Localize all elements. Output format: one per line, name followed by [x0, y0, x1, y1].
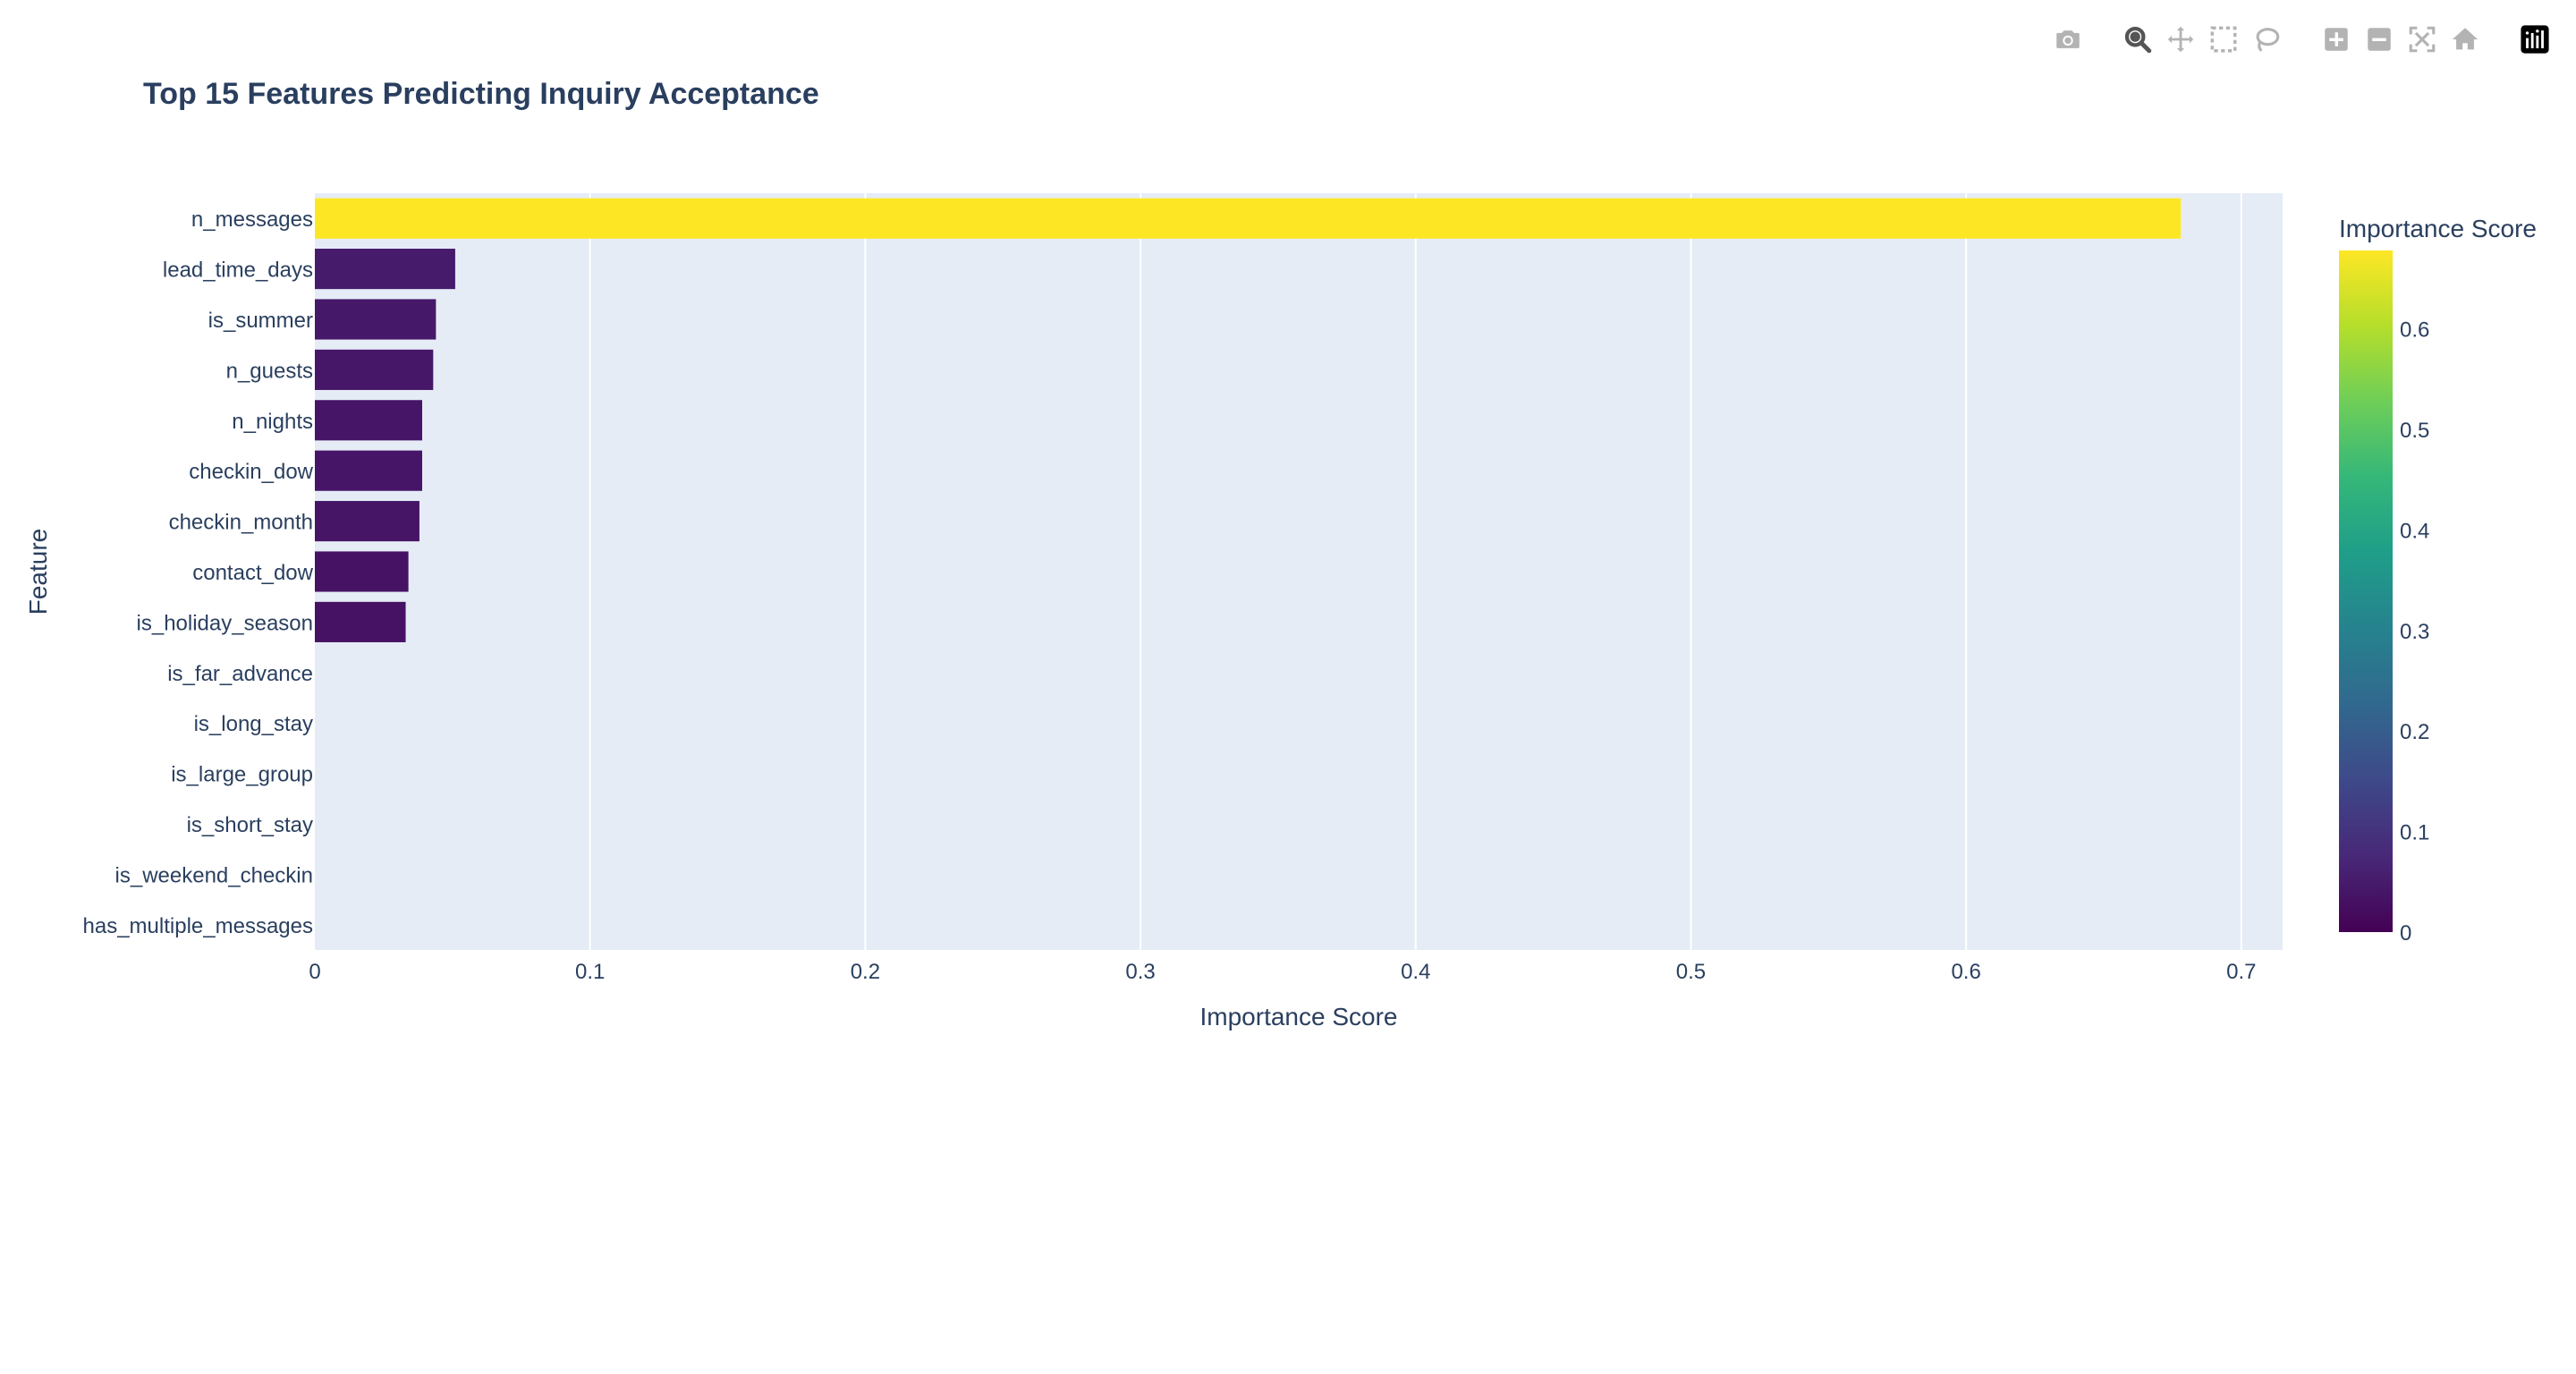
- y-tick-labels: n_messages lead_time_days is_summer n_guest…: [83, 208, 314, 938]
- x-gridlines: [589, 193, 2242, 950]
- lasso-select-button[interactable]: [2245, 20, 2288, 59]
- colorbar-tick-labels: 0 0.1 0.2 0.3 0.4 0.5 0.6: [2400, 318, 2429, 946]
- x-axis-title: Importance Score: [1200, 1003, 1398, 1030]
- y-tick-label: is_holiday_season: [137, 611, 313, 635]
- y-tick-label: n_guests: [226, 359, 313, 383]
- reset-axes-button[interactable]: [2444, 20, 2487, 59]
- bars: [315, 198, 2182, 642]
- x-tick-label: 0.2: [851, 960, 880, 984]
- y-tick-label: checkin_dow: [189, 460, 313, 484]
- modebar-group-logo: [2513, 20, 2556, 59]
- colorbar-tick-label: 0: [2400, 921, 2411, 946]
- colorbar-title: Importance Score: [2339, 215, 2537, 242]
- bar-contact_dow[interactable]: [315, 551, 409, 592]
- x-tick-labels: 0 0.1 0.2 0.3 0.4 0.5 0.6 0.7: [309, 960, 2256, 984]
- plotly-logo-button[interactable]: [2513, 20, 2556, 59]
- y-tick-label: is_summer: [208, 309, 313, 333]
- pan-button[interactable]: [2159, 20, 2202, 59]
- y-tick-label: has_multiple_messages: [83, 914, 313, 938]
- pan-icon: [2167, 26, 2194, 53]
- bar-is_holiday_season[interactable]: [315, 601, 406, 642]
- modebar-group-zoom: [2315, 20, 2487, 59]
- modebar-group-select: [2116, 20, 2288, 59]
- x-tick-label: 0: [309, 960, 320, 984]
- chart-title: Top 15 Features Predicting Inquiry Accep…: [143, 77, 819, 111]
- bar-checkin_month[interactable]: [315, 501, 419, 542]
- y-axis-title: Feature: [24, 529, 52, 615]
- bar-n_guests[interactable]: [315, 349, 434, 390]
- colorbar: [2339, 250, 2393, 932]
- y-tick-label: n_nights: [232, 410, 313, 434]
- camera-icon: [2056, 30, 2080, 48]
- box-select-button[interactable]: [2202, 20, 2245, 59]
- y-tick-label: is_weekend_checkin: [115, 863, 313, 887]
- y-tick-label: lead_time_days: [163, 259, 313, 283]
- colorbar-tick-label: 0.2: [2400, 720, 2429, 744]
- y-tick-label: is_short_stay: [187, 813, 313, 837]
- x-tick-label: 0.7: [2226, 960, 2256, 984]
- colorbar-tick-label: 0.3: [2400, 620, 2429, 644]
- zoom-out-icon: [2368, 28, 2391, 51]
- colorbar-tick-label: 0.4: [2400, 519, 2429, 543]
- zoom-in-icon: [2325, 28, 2348, 51]
- colorbar-tick-label: 0.1: [2400, 821, 2429, 845]
- modebar: [2020, 20, 2556, 59]
- y-tick-label: contact_dow: [192, 561, 313, 585]
- autoscale-icon: [2409, 26, 2436, 53]
- reset-axes-icon: [2452, 28, 2479, 50]
- y-tick-label: is_large_group: [171, 763, 313, 787]
- bar-checkin_dow[interactable]: [315, 450, 422, 491]
- zoom-button[interactable]: [2116, 20, 2159, 59]
- plotly-logo-icon: [2521, 25, 2549, 54]
- modebar-group-export: [2046, 20, 2089, 59]
- lasso-select-icon: [2256, 28, 2280, 52]
- x-tick-label: 0.3: [1125, 960, 1155, 984]
- x-tick-label: 0.5: [1676, 960, 1706, 984]
- bar-is_summer[interactable]: [315, 299, 436, 340]
- colorbar-tick-label: 0.6: [2400, 318, 2429, 343]
- autoscale-button[interactable]: [2401, 20, 2444, 59]
- y-tick-label: is_far_advance: [167, 662, 313, 686]
- zoom-out-button[interactable]: [2358, 20, 2401, 59]
- x-tick-label: 0.4: [1401, 960, 1430, 984]
- bar-n_nights[interactable]: [315, 400, 422, 441]
- box-select-icon: [2210, 26, 2237, 53]
- bar-n_messages[interactable]: [315, 198, 2182, 239]
- bar-lead_time_days[interactable]: [315, 249, 455, 290]
- camera-button[interactable]: [2046, 20, 2089, 59]
- x-tick-label: 0.6: [1951, 960, 1980, 984]
- plot-area: [315, 193, 2283, 950]
- zoom-icon: [2124, 26, 2152, 54]
- y-tick-label: checkin_month: [169, 511, 313, 535]
- y-tick-label: n_messages: [191, 208, 313, 232]
- y-tick-label: is_long_stay: [194, 712, 313, 736]
- x-tick-label: 0.1: [575, 960, 605, 984]
- zoom-in-button[interactable]: [2315, 20, 2358, 59]
- colorbar-tick-label: 0.5: [2400, 419, 2429, 443]
